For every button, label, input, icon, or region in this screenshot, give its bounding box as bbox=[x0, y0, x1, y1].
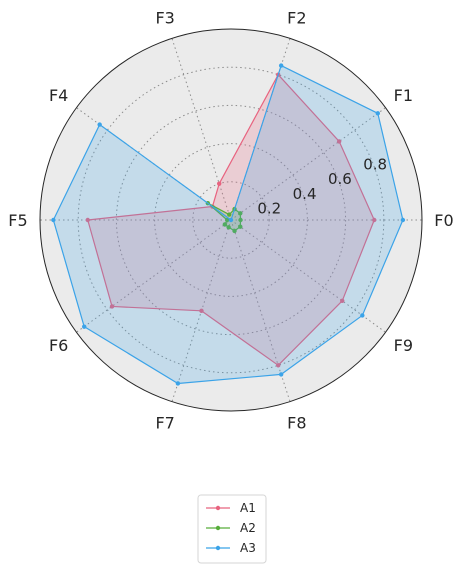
point-A2-F3 bbox=[227, 212, 232, 217]
radial-tick-label-0: 0.2 bbox=[257, 199, 281, 217]
point-A2-F0 bbox=[238, 217, 243, 223]
radial-tick-label-3: 0.8 bbox=[363, 156, 387, 174]
grid-circle-0 bbox=[192, 181, 270, 259]
point-A3-F5 bbox=[51, 217, 56, 223]
category-label-F7: F7 bbox=[155, 414, 174, 433]
point-A2-F1 bbox=[238, 211, 243, 216]
grid-spoke-1 bbox=[230, 107, 386, 221]
point-A3-F3 bbox=[228, 217, 234, 223]
grid-circle-2 bbox=[115, 104, 347, 336]
grid-spoke-6 bbox=[76, 219, 232, 333]
point-A2-F7 bbox=[226, 225, 231, 230]
point-A1-F8 bbox=[276, 363, 281, 368]
category-label-F9: F9 bbox=[394, 336, 413, 355]
point-A3-F8 bbox=[278, 372, 284, 377]
series-layer bbox=[51, 63, 406, 386]
point-A1-F0 bbox=[372, 217, 377, 223]
point-A1-F1 bbox=[336, 139, 342, 144]
point-A1-F6 bbox=[109, 304, 115, 309]
point-A2-F5 bbox=[224, 217, 230, 223]
grid-spoke-9 bbox=[230, 219, 386, 333]
point-A3-F4 bbox=[97, 122, 102, 127]
radial-tick-label-2: 0.6 bbox=[328, 170, 352, 188]
point-A3-F7 bbox=[175, 381, 181, 386]
point-A2-F9 bbox=[238, 224, 243, 229]
radial-tick-label-1: 0.4 bbox=[293, 185, 317, 203]
legend-box bbox=[197, 494, 267, 564]
point-A3-F6 bbox=[82, 324, 87, 329]
category-label-F0: F0 bbox=[434, 211, 453, 230]
grid-spoke-3 bbox=[171, 38, 232, 221]
point-A1-F3 bbox=[216, 181, 222, 186]
labels-layer: 0.2 0.4 0.6 0.8 F0 F1 F2 F3 F4 F5 F6 F7 F8 F9 bbox=[8, 8, 453, 432]
legend-label-A1: A1 bbox=[240, 501, 256, 515]
point-A3-F1 bbox=[375, 111, 380, 116]
category-label-F8: F8 bbox=[287, 414, 306, 433]
category-label-F3: F3 bbox=[155, 8, 174, 27]
point-A2-F8 bbox=[232, 228, 237, 234]
point-A3-F2 bbox=[278, 63, 284, 68]
category-label-F1: F1 bbox=[394, 86, 413, 105]
category-label-F2: F2 bbox=[287, 8, 306, 27]
legend-marker-A3 bbox=[215, 545, 221, 551]
category-label-F4: F4 bbox=[49, 86, 68, 105]
category-label-F5: F5 bbox=[8, 211, 27, 230]
legend-marker-A2 bbox=[215, 525, 221, 531]
legend-marker-A1 bbox=[215, 505, 221, 511]
grid-circle-3 bbox=[77, 66, 385, 374]
plot-frame bbox=[39, 28, 423, 412]
grid-spoke-8 bbox=[230, 219, 291, 402]
point-A3-F9 bbox=[360, 313, 365, 318]
grid-circle-1 bbox=[154, 143, 308, 297]
point-A1-F9 bbox=[340, 298, 345, 304]
point-A1-F5 bbox=[85, 217, 90, 223]
legend-label-A2: A2 bbox=[240, 521, 256, 535]
category-label-F6: F6 bbox=[49, 336, 68, 355]
point-A1-F7 bbox=[199, 308, 204, 314]
legend: A1 A2 A3 bbox=[197, 494, 267, 564]
point-A3-F0 bbox=[400, 217, 406, 223]
point-A2-F6 bbox=[222, 222, 228, 227]
legend-label-A3: A3 bbox=[240, 541, 256, 555]
series-area-A3 bbox=[53, 65, 403, 384]
